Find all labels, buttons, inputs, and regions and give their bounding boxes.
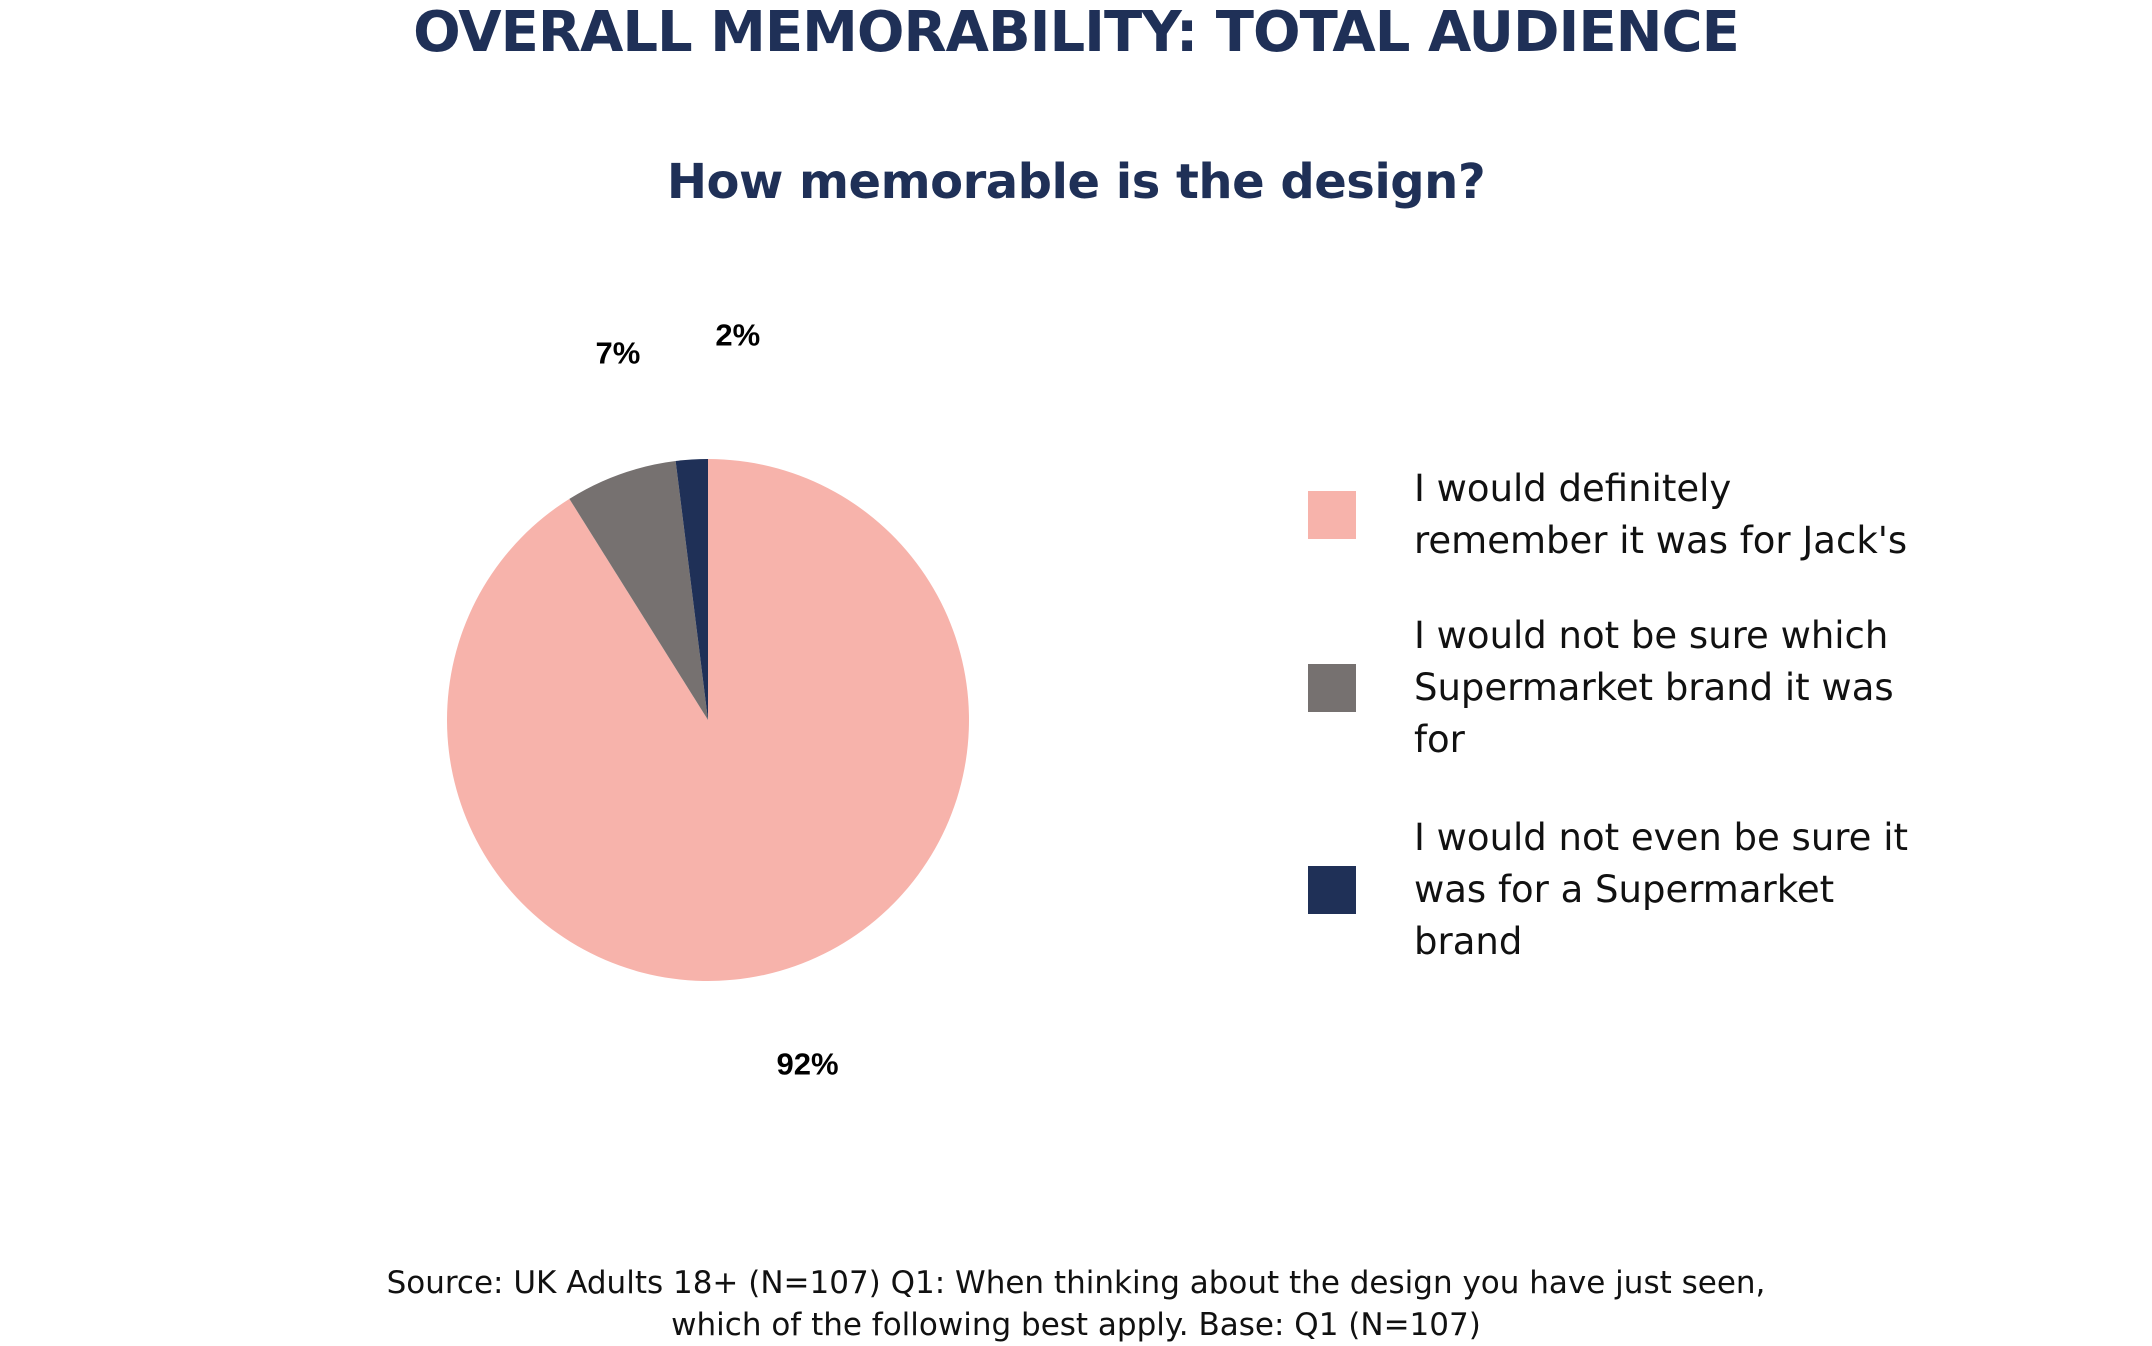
legend-item-not-sure-which: I would not be sure which Supermarket br… [1308,608,2008,768]
slice-data-label: 7% [595,335,640,370]
legend-label-line: brand [1414,920,1523,963]
legend-swatch-navy [1308,866,1356,914]
source-note: Source: UK Adults 18+ (N=107) Q1: When t… [0,1262,2152,1346]
legend-item-definitely-remember: I would definitely remember it was for J… [1308,460,2008,570]
legend-label-line: I would not even be sure it [1414,816,1908,859]
legend-label-line: was for a Supermarket [1414,868,1835,911]
legend-swatch-pink [1308,491,1356,539]
legend-label-line: remember it was for Jack's [1414,519,1908,562]
pie-slice [569,461,708,720]
legend-label-line: Supermarket brand it was [1414,666,1894,709]
legend-label-line: I would definitely [1414,467,1732,510]
legend-swatch-grey [1308,664,1356,712]
legend-label-line: for [1414,718,1465,761]
slice-data-label: 92% [776,1046,838,1081]
legend-label-line: I would not be sure which [1414,614,1889,657]
chart-subtitle: How memorable is the design? [666,154,1486,210]
legend-item-not-even-sure: I would not even be sure it was for a Su… [1308,810,2008,970]
source-line-2: which of the following best apply. Base:… [671,1307,1481,1343]
slice-data-label: 2% [715,318,760,353]
chart-title: OVERALL MEMORABILITY: TOTAL AUDIENCE [413,0,1740,65]
legend-label: I would not even be sure it was for a Su… [1414,812,1934,968]
source-line-1: Source: UK Adults 18+ (N=107) Q1: When t… [386,1265,1766,1301]
pie-slice [675,459,708,720]
legend-label: I would not be sure which Supermarket br… [1414,610,1934,766]
legend-label: I would definitely remember it was for J… [1414,463,1934,567]
